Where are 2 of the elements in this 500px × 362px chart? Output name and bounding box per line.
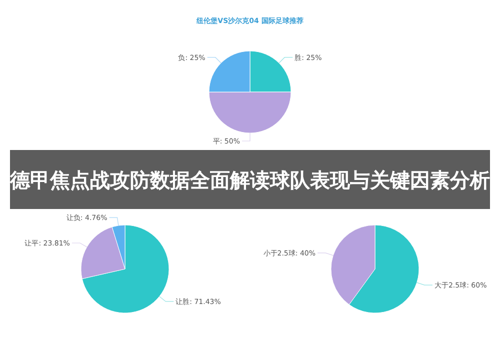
text: 德甲焦点战攻防数据全面解读球队表现与关键因素分析	[9, 168, 490, 192]
pie-slice	[82, 224, 170, 314]
